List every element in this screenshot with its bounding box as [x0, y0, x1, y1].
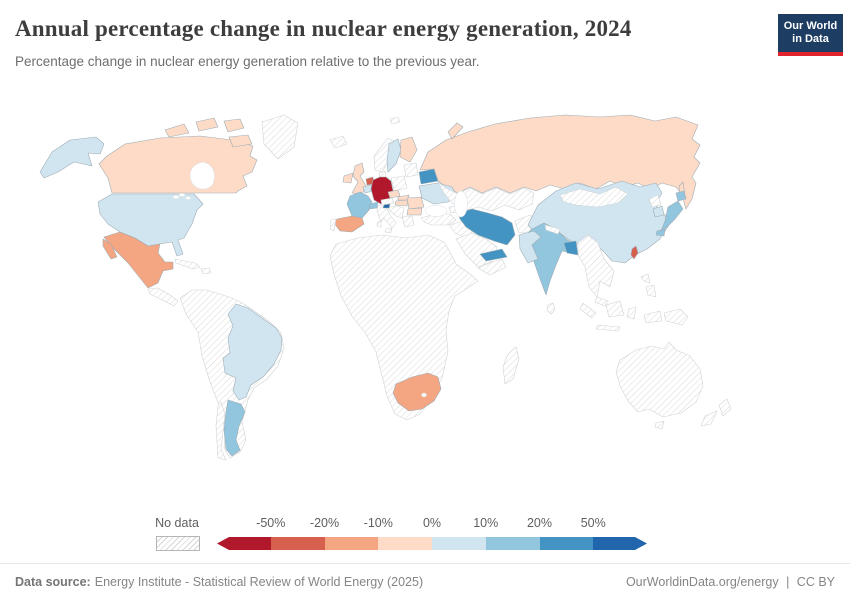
country-australia[interactable] [615, 341, 704, 430]
legend-color-segment[interactable] [540, 537, 594, 550]
legend-tick-labels: -50% -20% -10% 0% 10% 20% 50% [217, 516, 647, 532]
country-canada-arctic-islands[interactable] [164, 117, 253, 148]
country-nepal[interactable] [544, 224, 561, 235]
region-baltics[interactable] [403, 162, 419, 178]
world-map [39, 114, 732, 461]
datasource-text: Energy Institute - Statistical Review of… [94, 575, 424, 589]
legend-tick-label: -50% [256, 516, 286, 530]
country-cuba[interactable] [174, 258, 201, 270]
lake-great-lakes-2 [178, 193, 186, 197]
country-argentina[interactable] [223, 399, 246, 457]
legend-color-bar [217, 537, 647, 550]
country-finland[interactable] [399, 136, 418, 163]
footer-datasource: Data source: Energy Institute - Statistic… [15, 575, 423, 589]
country-austria[interactable] [380, 197, 395, 206]
country-uae[interactable] [479, 248, 508, 262]
sea-caspian [454, 190, 468, 218]
license-link[interactable]: CC BY [796, 575, 835, 589]
country-iran[interactable] [457, 208, 516, 246]
legend-tick-label: 20% [526, 516, 553, 530]
datasource-label: Data source: [15, 575, 91, 589]
country-ireland[interactable] [342, 172, 354, 184]
country-iceland[interactable] [329, 135, 348, 149]
country-mexico-baja[interactable] [102, 238, 118, 260]
country-usa[interactable] [97, 193, 204, 257]
region-indochina[interactable] [577, 234, 615, 298]
country-switzerland[interactable] [368, 201, 379, 210]
legend-tick-label: 10% [473, 516, 499, 530]
sea-black-sea [424, 205, 448, 217]
country-philippines[interactable] [640, 273, 657, 298]
credit-separator: | [786, 575, 790, 589]
country-south-korea[interactable] [652, 205, 665, 218]
country-poland[interactable] [390, 175, 408, 192]
country-czechia[interactable] [387, 189, 401, 199]
legend-color-segment[interactable] [325, 537, 379, 550]
owid-url-link[interactable]: OurWorldinData.org/energy [625, 575, 779, 589]
country-japan[interactable] [655, 190, 687, 237]
country-romania[interactable] [406, 196, 425, 210]
lake-hudson-bay [189, 161, 215, 190]
page-title: Annual percentage change in nuclear ener… [15, 16, 632, 41]
country-russia-novaya-zemlya[interactable] [447, 122, 464, 140]
lake-great-lakes-3 [185, 196, 191, 200]
owid-logo[interactable]: Our World in Data [778, 14, 843, 56]
country-usa-alaska[interactable] [39, 136, 105, 179]
footer: Data source: Energy Institute - Statistic… [0, 563, 850, 600]
legend-tick-label: 50% [580, 516, 606, 530]
region-central-america[interactable] [147, 287, 179, 307]
country-malaysia[interactable] [594, 296, 609, 307]
legend-color-segment[interactable] [486, 537, 540, 550]
legend-no-data-label: No data [155, 516, 199, 530]
country-greece[interactable] [401, 215, 415, 228]
region-africa[interactable] [329, 234, 479, 421]
country-bulgaria[interactable] [406, 207, 423, 216]
legend-color-segment[interactable] [378, 537, 432, 550]
legend-color-segment[interactable] [593, 537, 647, 550]
region-hispaniola[interactable] [200, 267, 212, 275]
country-greenland[interactable] [261, 114, 299, 160]
country-sweden[interactable] [386, 138, 402, 173]
lake-great-lakes-1 [172, 194, 180, 200]
country-italy[interactable] [376, 204, 397, 234]
country-hungary[interactable] [394, 199, 409, 207]
legend-color-segment[interactable] [217, 537, 271, 550]
country-mongolia[interactable] [559, 186, 629, 208]
country-mexico[interactable] [103, 231, 174, 289]
country-bangladesh[interactable] [563, 240, 579, 256]
legend-no-data-swatch[interactable] [156, 536, 200, 551]
country-france[interactable] [346, 191, 373, 219]
legend-tick-label: 0% [422, 516, 442, 530]
country-papua-new-guinea[interactable] [663, 308, 689, 326]
footer-credit: OurWorldinData.org/energy | CC BY [622, 575, 835, 589]
legend-tick-label: -20% [309, 516, 340, 530]
owid-logo-text: Our World in Data [783, 20, 838, 45]
country-pakistan[interactable] [518, 230, 542, 264]
country-portugal[interactable] [329, 218, 337, 232]
country-indonesia[interactable] [579, 300, 663, 332]
country-new-zealand[interactable] [700, 398, 732, 427]
country-russia[interactable] [419, 114, 701, 210]
country-canada[interactable] [98, 135, 258, 194]
country-sri-lanka[interactable] [546, 302, 556, 315]
chart-subtitle: Percentage change in nuclear energy gene… [15, 54, 480, 69]
legend-tick-label: -10% [363, 516, 393, 530]
country-svalbard[interactable] [389, 116, 401, 125]
country-south-africa[interactable] [392, 372, 442, 412]
legend-color-segment[interactable] [432, 537, 486, 550]
country-madagascar[interactable] [502, 346, 520, 385]
country-north-korea[interactable] [648, 194, 662, 208]
region-yemen-oman[interactable] [477, 258, 507, 276]
legend-color-segment[interactable] [271, 537, 325, 550]
country-brazil[interactable] [222, 303, 283, 401]
country-chile[interactable] [215, 401, 227, 461]
country-india[interactable] [523, 222, 578, 296]
country-slovenia[interactable] [382, 203, 391, 209]
lake-lesotho-enclave [421, 392, 427, 398]
country-taiwan[interactable] [630, 245, 639, 260]
country-spain[interactable] [333, 215, 365, 233]
country-belarus[interactable] [418, 168, 439, 185]
